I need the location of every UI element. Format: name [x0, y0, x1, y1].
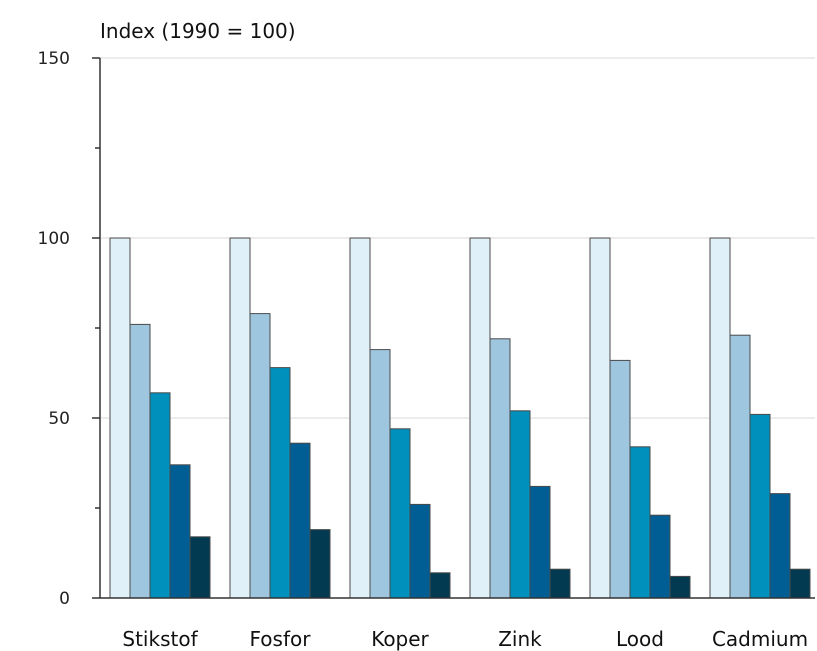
bar-lood-series-1 [589, 237, 611, 599]
bar-fosfor-series-3 [269, 367, 291, 599]
bar-zink-series-2 [489, 338, 511, 599]
bar-zink-series-1 [469, 237, 491, 599]
bar-fosfor-series-2 [249, 313, 271, 599]
x-category-label: Koper [371, 627, 429, 651]
bar-stikstof-series-4 [169, 464, 191, 599]
y-ticks: 0 50 100 150 [38, 49, 100, 609]
bar-lood-series-4 [649, 514, 671, 599]
bar-lood-series-3 [629, 446, 651, 599]
bar-stikstof-series-3 [149, 392, 171, 599]
bar-zink-series-5 [549, 568, 571, 599]
bar-zink-series-4 [529, 485, 551, 599]
y-tick-label: 50 [48, 409, 70, 429]
axes [99, 58, 815, 599]
bar-lood-series-2 [609, 359, 631, 599]
y-tick-label: 0 [59, 589, 70, 609]
bar-stikstof-series-2 [129, 323, 151, 599]
x-category-labels: Stikstof Fosfor Koper Zink Lood Cadmium [122, 627, 808, 651]
y-axis-label: Index (1990 = 100) [100, 19, 296, 43]
x-category-label: Zink [498, 627, 542, 651]
bar-cadmium-series-3 [749, 413, 771, 599]
x-category-label: Cadmium [712, 627, 808, 651]
y-tick-label: 100 [38, 229, 70, 249]
bar-koper-series-5 [429, 572, 451, 599]
bar-koper-series-1 [349, 237, 371, 599]
bar-koper-series-4 [409, 503, 431, 599]
bar-cadmium-series-4 [769, 493, 791, 599]
bar-cadmium-series-2 [729, 334, 751, 599]
bar-koper-series-3 [389, 428, 411, 599]
bar-koper-series-2 [369, 349, 391, 599]
y-tick-label: 150 [38, 49, 70, 69]
bar-fosfor-series-4 [289, 442, 311, 599]
bar-stikstof-series-5 [189, 536, 211, 599]
bar-fosfor-series-1 [229, 237, 251, 599]
bars [109, 237, 811, 599]
x-category-label: Fosfor [250, 627, 312, 651]
bar-cadmium-series-1 [709, 237, 731, 599]
bar-fosfor-series-5 [309, 529, 331, 599]
bar-lood-series-5 [669, 575, 691, 599]
x-category-label: Lood [616, 627, 664, 651]
bar-cadmium-series-5 [789, 568, 811, 599]
x-category-label: Stikstof [122, 627, 198, 651]
bar-zink-series-3 [509, 410, 531, 599]
bar-stikstof-series-1 [109, 237, 131, 599]
gridlines [100, 57, 815, 419]
